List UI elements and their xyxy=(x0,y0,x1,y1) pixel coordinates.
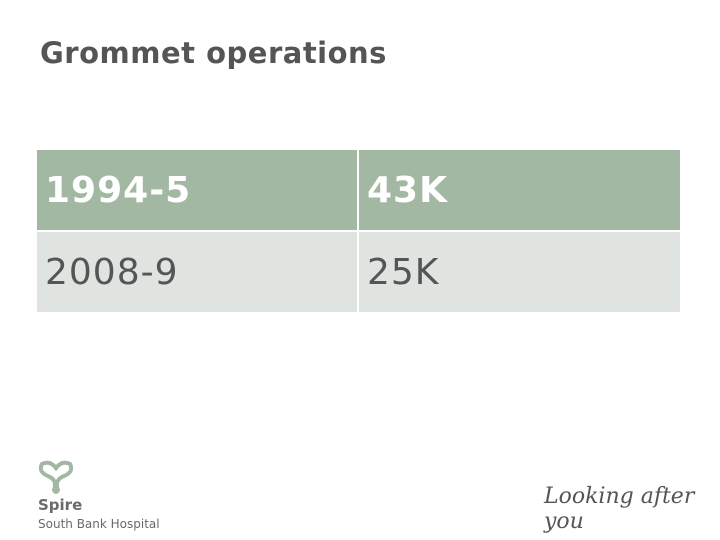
logo-icon xyxy=(38,460,74,494)
logo-name: Spire xyxy=(38,496,83,514)
logo-subtitle: South Bank Hospital xyxy=(38,517,160,531)
table-row: 1994-5 43K xyxy=(37,150,680,232)
table-cell: 25K xyxy=(358,231,680,312)
table-cell: 2008-9 xyxy=(37,231,359,312)
slide-title: Grommet operations xyxy=(40,36,387,70)
table-cell: 1994-5 xyxy=(37,150,359,232)
tagline: Looking after you xyxy=(544,484,695,534)
data-table: 1994-5 43K 2008-9 25K xyxy=(37,150,680,312)
table-row: 2008-9 25K xyxy=(37,231,680,312)
table-cell: 43K xyxy=(358,150,680,232)
